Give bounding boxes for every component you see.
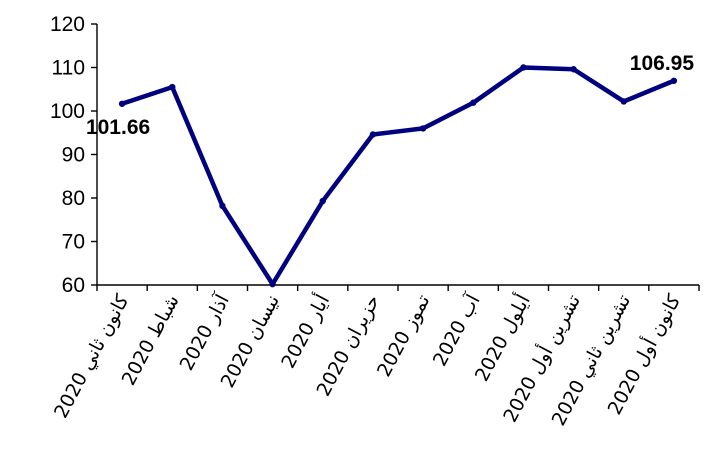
data-point [520, 64, 527, 71]
data-point [620, 98, 627, 105]
y-tick-label: 90 [62, 144, 85, 167]
data-label: 106.95 [630, 52, 695, 75]
data-point [470, 99, 477, 106]
y-tick-label: 120 [50, 13, 85, 36]
data-label: 101.66 [86, 116, 150, 139]
data-point [670, 77, 678, 84]
data-point [419, 125, 427, 132]
data-point [219, 202, 226, 210]
data-point [118, 100, 126, 107]
y-tick-label: 70 [62, 231, 85, 254]
data-point [570, 66, 577, 73]
y-tick-label: 80 [62, 187, 85, 210]
x-tick-label: كانون ثاني 2020 [50, 290, 134, 422]
data-point [269, 280, 276, 288]
y-tick-label: 100 [50, 100, 85, 123]
x-tick-label: آب 2020 [427, 289, 485, 369]
y-axis: 60 70 80 90 100 110 120 [50, 13, 98, 297]
data-labels: 101.66 106.95 [86, 52, 694, 139]
series-line [119, 65, 677, 287]
y-tick-label: 60 [62, 274, 85, 297]
y-tick-label: 110 [52, 57, 85, 80]
data-point [369, 131, 377, 138]
series-group [118, 64, 678, 288]
data-point [319, 197, 326, 205]
x-tick-label: أيار 2020 [275, 290, 334, 372]
data-point [169, 83, 176, 91]
